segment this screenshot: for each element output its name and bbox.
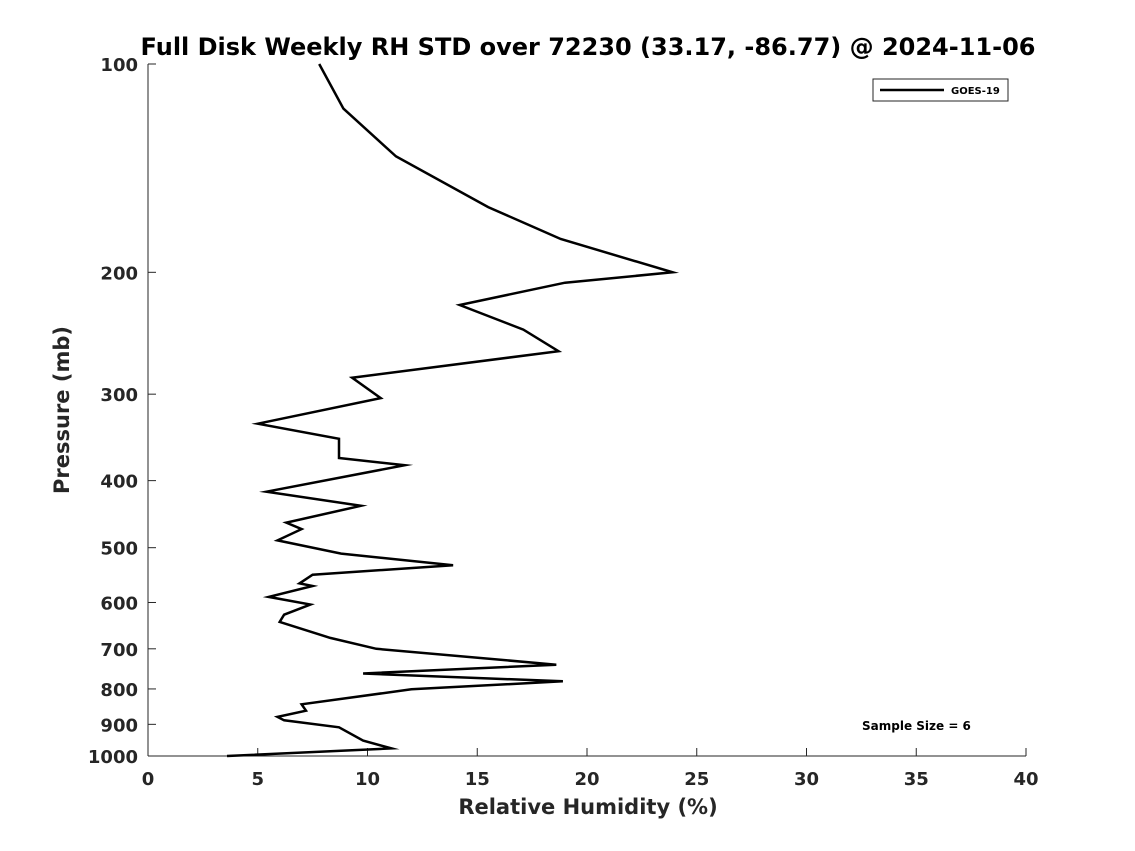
plot-area: 0 5 10 15 20 25 30 35 40 100 200 300 400 500 600 700 800…	[88, 55, 1039, 790]
x-tick-label-10: 10	[355, 769, 380, 790]
y-tick-label-300: 300	[100, 385, 138, 406]
x-tick-label-25: 25	[684, 769, 709, 790]
y-axis-label: Pressure (mb)	[50, 326, 74, 494]
x-tick-label-30: 30	[794, 769, 819, 790]
x-axis-label: Relative Humidity (%)	[458, 795, 717, 819]
y-tick-label-700: 700	[100, 640, 138, 661]
y-tick-label-100: 100	[100, 55, 138, 76]
series-line-goes-19	[226, 63, 680, 758]
y-tick-label-500: 500	[100, 539, 138, 560]
y-tick-label-800: 800	[100, 680, 138, 701]
y-tick-label-900: 900	[100, 715, 138, 736]
y-tick-label-600: 600	[100, 593, 138, 614]
x-tick-label-40: 40	[1013, 769, 1038, 790]
x-tick-label-15: 15	[465, 769, 490, 790]
x-tick-label-0: 0	[142, 769, 155, 790]
x-tick-label-35: 35	[904, 769, 929, 790]
legend-label-goes-19: GOES-19	[951, 86, 1000, 97]
sample-size-annotation: Sample Size = 6	[862, 719, 971, 733]
y-tick-label-1000: 1000	[88, 747, 138, 768]
x-tick-label-5: 5	[251, 769, 264, 790]
x-tick-label-20: 20	[574, 769, 599, 790]
chart-title: Full Disk Weekly RH STD over 72230 (33.1…	[141, 33, 1036, 61]
y-tick-label-400: 400	[100, 472, 138, 493]
legend: GOES-19	[872, 78, 1009, 102]
y-tick-label-200: 200	[100, 263, 138, 284]
